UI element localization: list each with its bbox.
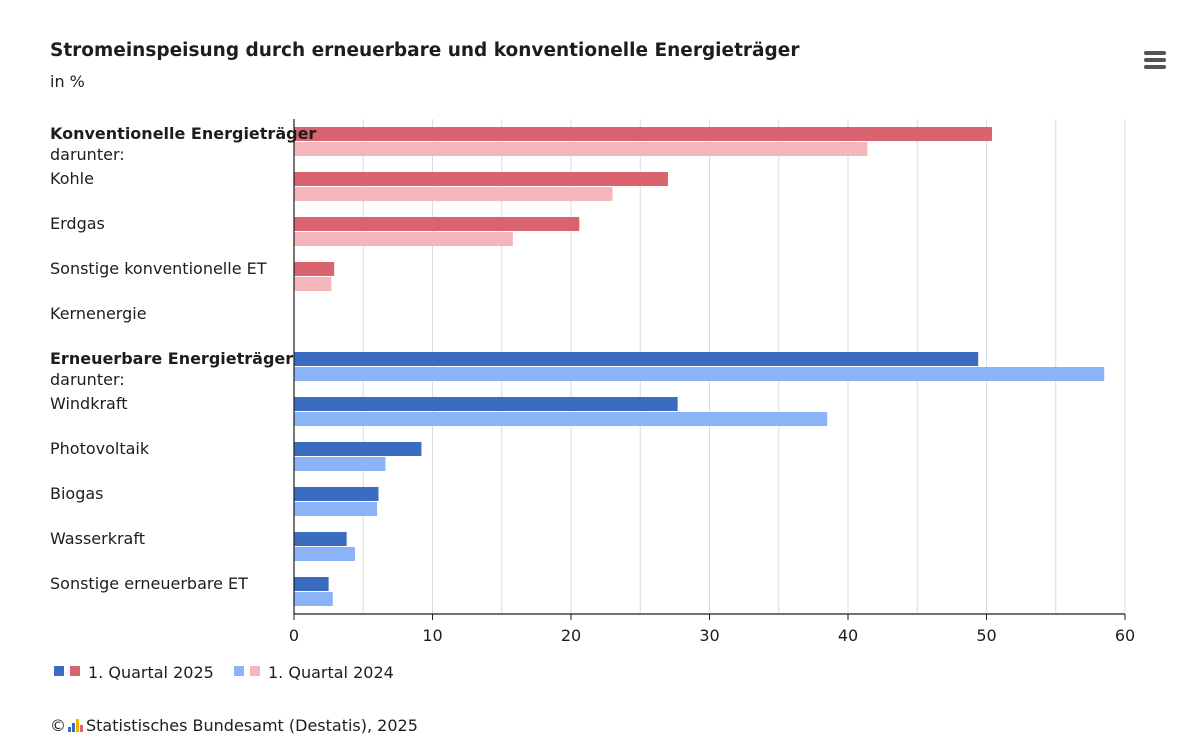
category-label: Wasserkraft bbox=[50, 529, 145, 548]
category-label: Konventionelle Energieträger bbox=[50, 124, 316, 143]
bar-2025 bbox=[294, 127, 993, 141]
bar-2024 bbox=[294, 547, 355, 561]
category-label: Photovoltaik bbox=[50, 439, 150, 458]
legend-swatch-pink bbox=[250, 666, 260, 676]
legend-label: 1. Quartal 2025 bbox=[88, 663, 214, 682]
category-label: Sonstige erneuerbare ET bbox=[50, 574, 248, 593]
bar-2025 bbox=[294, 172, 668, 186]
legend-swatch-red bbox=[70, 666, 80, 676]
bar-2025 bbox=[294, 397, 678, 411]
bar-2025 bbox=[294, 217, 580, 231]
bar-2025 bbox=[294, 577, 329, 591]
bar-2025 bbox=[294, 532, 347, 546]
category-label: Sonstige konventionelle ET bbox=[50, 259, 267, 278]
destatis-logo-icon bbox=[68, 719, 83, 732]
category-sublabel: darunter: bbox=[50, 370, 125, 389]
bar-2024 bbox=[294, 502, 378, 516]
bar-2024 bbox=[294, 457, 386, 471]
copyright-symbol: © bbox=[50, 716, 66, 735]
chart-title: Stromeinspeisung durch erneuerbare und k… bbox=[50, 40, 800, 61]
x-tick-label: 60 bbox=[1115, 626, 1135, 645]
category-label: Erneuerbare Energieträger bbox=[50, 349, 293, 368]
category-label: Biogas bbox=[50, 484, 104, 503]
credits: © Statistisches Bundesamt (Destatis), 202… bbox=[50, 716, 418, 735]
bar-2024 bbox=[294, 277, 332, 291]
category-label: Kernenergie bbox=[50, 304, 147, 323]
legend-swatch-blue bbox=[54, 666, 64, 676]
bar-2024 bbox=[294, 142, 868, 156]
bar-2024 bbox=[294, 367, 1105, 381]
category-label: Windkraft bbox=[50, 394, 127, 413]
legend-swatch-lightblue bbox=[234, 666, 244, 676]
x-tick-label: 0 bbox=[289, 626, 299, 645]
bar-2024 bbox=[294, 592, 333, 606]
x-tick-label: 50 bbox=[976, 626, 996, 645]
bar-2024 bbox=[294, 187, 613, 201]
x-tick-label: 20 bbox=[561, 626, 581, 645]
x-tick-label: 40 bbox=[838, 626, 858, 645]
x-tick-label: 30 bbox=[699, 626, 719, 645]
bar-2024 bbox=[294, 232, 513, 246]
chart-subtitle: in % bbox=[50, 72, 85, 91]
bar-2025 bbox=[294, 442, 422, 456]
category-sublabel: darunter: bbox=[50, 145, 125, 164]
category-label: Kohle bbox=[50, 169, 94, 188]
category-label: Erdgas bbox=[50, 214, 105, 233]
bar-2025 bbox=[294, 487, 379, 501]
hamburger-menu-icon[interactable] bbox=[1138, 46, 1170, 74]
credit-text: Statistisches Bundesamt (Destatis), 2025 bbox=[86, 716, 418, 735]
bar-2024 bbox=[294, 412, 828, 426]
bar-2025 bbox=[294, 352, 979, 366]
legend-label: 1. Quartal 2024 bbox=[268, 663, 394, 682]
bar-2025 bbox=[294, 262, 335, 276]
x-tick-label: 10 bbox=[422, 626, 442, 645]
